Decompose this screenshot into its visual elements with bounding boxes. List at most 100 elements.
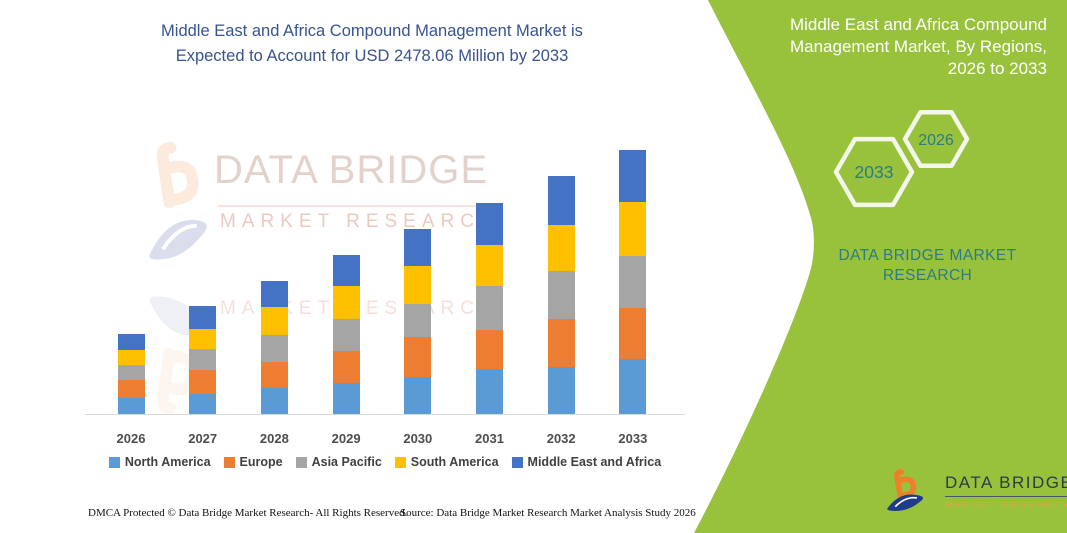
- logo-subtitle: MARKET RESEARCH: [945, 500, 1067, 509]
- legend-swatch-europe: [223, 456, 235, 468]
- segment-middle-east-and-africa-2027: [189, 306, 217, 330]
- segment-south-america-2028: [260, 306, 288, 336]
- segment-middle-east-and-africa-2030: [404, 228, 432, 266]
- dbmr-watermark-logo-icon: [149, 141, 207, 260]
- legend-item-middle-east-and-africa: Middle East and Africa: [511, 455, 662, 469]
- dmca-notice: DMCA Protected © Data Bridge Market Rese…: [88, 507, 408, 519]
- segment-north-america-2030: [404, 376, 432, 414]
- bar-2030: [404, 228, 432, 414]
- watermark-underline: [218, 205, 480, 207]
- panel-brand-line-1: DATA BRIDGE MARKET: [838, 247, 1017, 264]
- segment-asia-pacific-2033: [619, 255, 647, 308]
- segment-asia-pacific-2032: [547, 271, 575, 319]
- segment-north-america-2027: [189, 394, 217, 414]
- legend-item-asia-pacific: Asia Pacific: [295, 455, 382, 469]
- hexagon-2026-shape: [902, 109, 970, 169]
- x-axis-label-2033: 2033: [618, 431, 648, 446]
- logo-wordmark: DATA BRIDGE: [945, 473, 1067, 497]
- bar-2033: [619, 149, 647, 414]
- segment-middle-east-and-africa-2026: [117, 334, 145, 350]
- segment-europe-2031: [476, 329, 503, 370]
- year-hexagons: 2033 2026: [833, 109, 970, 208]
- bar-2028: [260, 280, 288, 414]
- chart-title: Middle East and Africa Compound Manageme…: [62, 19, 682, 69]
- panel-heading-line-2: Management Market, By Regions,: [789, 37, 1047, 56]
- watermark-subtitle-text: MARKET RESEARCH: [220, 211, 500, 232]
- x-axis-label-2027: 2027: [188, 431, 218, 446]
- segment-north-america-2031: [476, 369, 503, 414]
- bar-2029: [332, 254, 360, 414]
- hexagon-2033-label: 2033: [855, 162, 894, 182]
- panel-brand-text: DATA BRIDGE MARKET RESEARCH: [795, 246, 1060, 286]
- segment-middle-east-and-africa-2033: [619, 149, 647, 203]
- legend-label-europe: Europe: [239, 455, 283, 469]
- segment-north-america-2032: [547, 366, 575, 414]
- watermark-brand-text: DATA BRIDGE: [214, 148, 489, 192]
- segment-south-america-2027: [189, 329, 217, 350]
- legend-label-north-america: North America: [124, 455, 211, 469]
- dbmr-logo: DATA BRIDGE MARKET RESEARCH: [884, 466, 1067, 516]
- segment-asia-pacific-2030: [404, 304, 432, 338]
- source-note: Source: Data Bridge Market Research Mark…: [400, 507, 696, 519]
- segment-south-america-2029: [332, 286, 360, 319]
- segment-asia-pacific-2028: [260, 335, 288, 363]
- segment-middle-east-and-africa-2029: [332, 254, 360, 287]
- panel-brand-line-2: RESEARCH: [882, 267, 973, 284]
- bar-2032: [547, 175, 575, 414]
- segment-south-america-2031: [476, 245, 503, 287]
- legend-swatch-north-america: [108, 456, 120, 468]
- chart-title-line-2: Expected to Account for USD 2478.06 Mill…: [175, 47, 569, 65]
- segment-middle-east-and-africa-2031: [476, 202, 503, 246]
- segment-middle-east-and-africa-2032: [547, 175, 575, 225]
- hexagon-2033-shape: [833, 136, 915, 208]
- segment-europe-2027: [189, 369, 217, 394]
- segment-europe-2028: [260, 362, 288, 389]
- chart-legend: North America Europe Asia Pacific South Ame…: [85, 455, 685, 469]
- segment-north-america-2028: [260, 388, 288, 414]
- segment-asia-pacific-2029: [332, 318, 360, 352]
- x-axis-label-2030: 2030: [403, 431, 433, 446]
- segment-asia-pacific-2031: [476, 286, 503, 330]
- panel-heading-line-3: 2026 to 2033: [947, 59, 1047, 78]
- legend-label-south-america: South America: [410, 455, 499, 469]
- panel-heading-line-1: Middle East and Africa Compound: [789, 15, 1047, 34]
- segment-asia-pacific-2027: [189, 349, 217, 370]
- segment-south-america-2032: [547, 224, 575, 272]
- x-axis-label-2026: 2026: [116, 431, 146, 446]
- bar-2031: [476, 202, 503, 414]
- x-axis-label-2031: 2031: [475, 431, 504, 446]
- panel-heading: Middle East and Africa Compound Manageme…: [737, 14, 1047, 80]
- hexagon-2026-label: 2026: [918, 132, 954, 149]
- legend-label-middle-east-and-africa: Middle East and Africa: [527, 455, 662, 469]
- dbmr-logo-icon: [887, 469, 924, 511]
- legend-item-south-america: South America: [394, 455, 499, 469]
- segment-europe-2032: [547, 318, 575, 367]
- segment-south-america-2030: [404, 265, 432, 305]
- stacked-bar-chart: 2026 2027 2028 2029 2030 2031 2032 2033: [85, 149, 685, 446]
- segment-europe-2026: [117, 379, 145, 398]
- segment-north-america-2029: [332, 382, 360, 414]
- x-axis-line: [85, 414, 685, 415]
- legend-swatch-south-america: [394, 456, 406, 468]
- segment-north-america-2026: [117, 397, 145, 414]
- legend-item-north-america: North America: [108, 455, 211, 469]
- chart-title-line-1: Middle East and Africa Compound Manageme…: [161, 22, 583, 40]
- x-axis-label-2032: 2032: [546, 431, 576, 446]
- segment-europe-2033: [619, 307, 647, 360]
- x-axis-label-2029: 2029: [331, 431, 361, 446]
- legend-swatch-asia-pacific: [295, 456, 307, 468]
- segment-north-america-2033: [619, 359, 647, 414]
- segment-europe-2029: [332, 351, 360, 383]
- segment-south-america-2033: [619, 202, 647, 256]
- legend-swatch-middle-east-and-africa: [511, 456, 523, 468]
- segment-asia-pacific-2026: [117, 365, 145, 380]
- legend-item-europe: Europe: [223, 455, 283, 469]
- bar-2027: [189, 306, 217, 414]
- bar-2026: [117, 334, 145, 414]
- x-axis-label-2028: 2028: [259, 431, 289, 446]
- segment-middle-east-and-africa-2028: [260, 280, 288, 307]
- legend-label-asia-pacific: Asia Pacific: [311, 455, 382, 469]
- segment-europe-2030: [404, 337, 432, 377]
